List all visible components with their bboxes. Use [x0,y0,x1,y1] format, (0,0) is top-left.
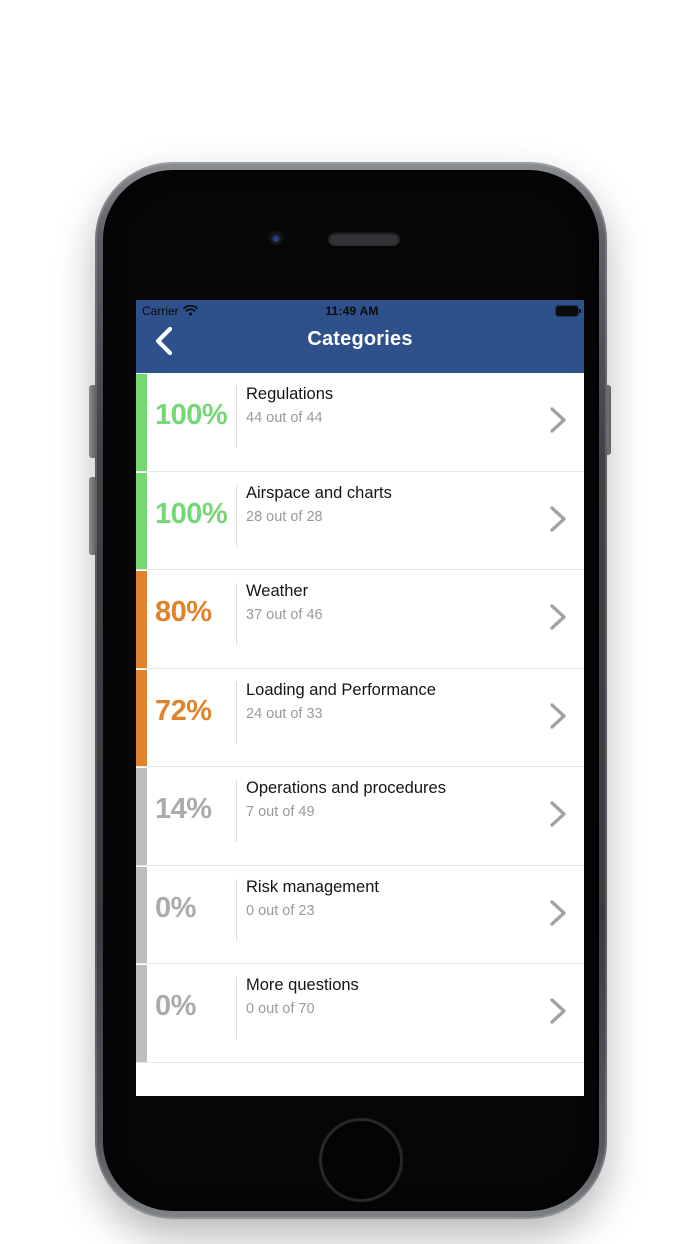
progress-color-bar [136,571,147,668]
status-time: 11:49 AM [325,303,379,318]
chevron-right-icon [550,801,566,827]
category-score: 0 out of 23 [246,902,315,919]
category-title: More questions [246,976,359,994]
category-percent: 100% [155,399,228,431]
category-title: Airspace and charts [246,483,392,502]
page-title: Categories [307,328,413,350]
category-title: Loading and Performance [246,680,436,699]
category-row[interactable]: 0% Risk management 0 out of 23 [136,864,584,963]
list-footer-spacer [136,1061,584,1096]
nav-bar: Categories [136,321,584,373]
home-button [319,1118,403,1202]
camera-lens [272,234,280,242]
category-title: Weather [246,582,309,600]
chevron-left-icon [155,326,173,356]
category-score: 24 out of 33 [246,705,323,722]
category-percent: 100% [155,497,228,530]
chevron-right-icon [550,899,566,926]
category-row[interactable]: 100% Airspace and charts 28 out of 28 [136,470,584,569]
phone-bezel: Carrier 11:49 AM [103,170,599,1211]
phone-frame: Carrier 11:49 AM [95,162,607,1219]
category-row[interactable]: 100% Regulations 44 out of 44 [136,373,584,471]
category-percent: 0% [155,990,196,1022]
vertical-divider [236,484,237,547]
vertical-divider [236,583,237,645]
category-list: 100% Regulations 44 out of 44 100% Airsp… [136,373,584,1062]
category-row[interactable]: 72% Loading and Performance 24 out of 33 [136,667,584,766]
front-camera-icon [268,230,284,246]
progress-color-bar [136,768,147,865]
category-percent: 14% [155,793,212,825]
power-button [603,385,611,455]
category-row[interactable]: 80% Weather 37 out of 46 [136,569,584,668]
category-percent: 80% [155,596,212,628]
progress-color-bar [136,866,147,963]
chevron-right-icon [550,407,566,433]
category-title: Risk management [246,877,379,896]
carrier-label: Carrier [142,303,179,318]
app-screen: Carrier 11:49 AM [136,300,584,1096]
vertical-divider [236,878,237,941]
battery-icon [556,305,581,316]
category-row[interactable]: 14% Operations and procedures 7 out of 4… [136,766,584,865]
progress-color-bar [136,472,147,569]
chevron-right-icon [550,998,566,1024]
volume-up-button [89,385,97,458]
vertical-divider [236,386,237,448]
category-score: 7 out of 49 [246,804,315,820]
category-title: Operations and procedures [246,779,446,797]
category-score: 0 out of 70 [246,1001,315,1017]
progress-color-bar [136,669,147,766]
category-score: 28 out of 28 [246,508,323,525]
category-title: Regulations [246,385,334,403]
category-score: 44 out of 44 [246,410,323,426]
vertical-divider [236,681,237,744]
chevron-right-icon [550,702,566,729]
progress-color-bar [136,374,147,471]
volume-down-button [89,477,97,555]
back-button[interactable] [146,323,182,359]
category-percent: 0% [155,891,196,924]
earpiece-speaker [328,232,400,246]
vertical-divider [236,780,237,842]
category-score: 37 out of 46 [246,607,323,623]
category-row[interactable]: 0% More questions 0 out of 70 [136,963,584,1062]
status-bar: Carrier 11:49 AM [136,300,584,321]
vertical-divider [236,977,237,1039]
wifi-icon [182,305,198,316]
chevron-right-icon [550,604,566,630]
chevron-right-icon [550,505,566,532]
progress-color-bar [136,965,147,1062]
category-percent: 72% [155,694,212,727]
